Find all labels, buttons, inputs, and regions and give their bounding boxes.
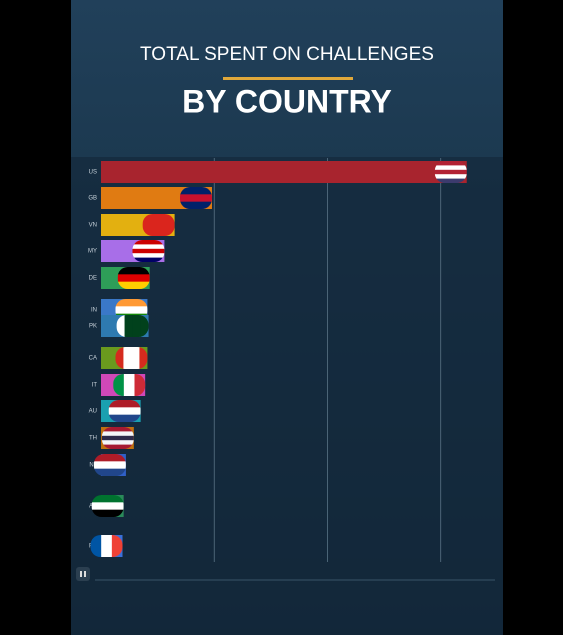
flag-stripe <box>117 267 150 275</box>
category-label: GB <box>88 196 97 202</box>
flag-stripe <box>101 435 134 441</box>
category-label: MY <box>88 249 97 255</box>
flag-stripe <box>101 444 134 449</box>
flag <box>117 267 150 289</box>
flag <box>101 427 134 449</box>
chart-subtitle: BY COUNTRY <box>182 83 392 119</box>
flag-stripe <box>93 454 126 462</box>
flag-stripe <box>132 257 165 262</box>
bar <box>101 161 467 183</box>
flag-stripes <box>113 374 146 396</box>
category-label: TH <box>89 436 97 442</box>
category-label: AU <box>89 409 97 415</box>
flag-stripes <box>116 315 149 337</box>
category-label: US <box>89 170 97 176</box>
flag-stripes <box>115 347 148 369</box>
flag-stripes <box>91 495 124 517</box>
flag-stripe <box>132 240 165 245</box>
flag-stripes <box>142 214 175 236</box>
flag <box>90 535 123 557</box>
category-label: VN <box>89 223 97 229</box>
flag-stripe <box>101 427 134 432</box>
flag-stripes <box>179 187 212 209</box>
flag-stripe <box>91 495 124 503</box>
flag-stripe <box>115 299 148 307</box>
flag-stripe <box>132 315 142 337</box>
flag-stripe <box>113 374 125 396</box>
category-label: PK <box>89 324 97 330</box>
flag-stripe <box>140 315 149 337</box>
flag-stripes <box>90 535 123 557</box>
flag-stripes <box>117 267 150 289</box>
flag <box>93 454 126 476</box>
flag-stripe <box>124 315 134 337</box>
flag-stripe <box>91 502 124 511</box>
flag-stripe <box>434 174 467 180</box>
flag <box>132 240 165 262</box>
category-label: IN <box>91 308 97 314</box>
flag-stripe <box>108 400 141 408</box>
flag-stripe <box>93 461 126 470</box>
flag <box>115 347 148 369</box>
flag-stripe <box>434 165 467 171</box>
pause-button[interactable] <box>76 567 90 581</box>
flag-stripe <box>108 414 141 422</box>
flag-stripe <box>123 347 132 369</box>
flag-stripe <box>91 509 124 517</box>
plot: USGBVNMYDEINPKCAITAUTHNLAEFR <box>88 158 467 562</box>
flag <box>434 161 467 183</box>
flag-stripe <box>101 440 134 446</box>
flag-stripe <box>179 187 212 195</box>
flag-stripe <box>90 535 102 557</box>
flag-stripes <box>108 400 141 422</box>
flag-stripe <box>132 253 165 259</box>
flag-stripe <box>123 374 135 396</box>
flag-stripe <box>131 347 140 369</box>
flag-stripe <box>134 374 146 396</box>
flag-stripe <box>115 306 148 315</box>
flag-stripe <box>132 244 165 250</box>
flag-stripe <box>434 169 467 175</box>
flag-stripe <box>111 535 123 557</box>
flag <box>116 315 149 337</box>
flag-stripes <box>93 454 126 476</box>
flag-stripe <box>108 407 141 416</box>
flag <box>91 495 124 517</box>
flag-stripes <box>101 427 134 449</box>
flag-stripe <box>115 347 124 369</box>
category-label: NL <box>89 463 97 469</box>
flag <box>108 400 141 422</box>
category-label: IT <box>92 383 98 389</box>
flag-stripe <box>142 214 175 236</box>
flag <box>179 187 212 209</box>
flag-stripes <box>132 240 165 262</box>
category-label: DE <box>89 276 97 282</box>
flag <box>113 374 146 396</box>
flag-stripe <box>116 315 126 337</box>
chart-title: TOTAL SPENT ON CHALLENGES <box>140 44 434 65</box>
flag-stripe <box>179 194 212 203</box>
flag-stripe <box>139 347 148 369</box>
flag-stripes <box>434 161 467 183</box>
title-underline <box>223 77 353 80</box>
flag-stripe <box>93 468 126 476</box>
flag-stripe <box>179 201 212 209</box>
flag <box>142 214 175 236</box>
flag-stripe <box>434 161 467 166</box>
flag-stripe <box>117 281 150 289</box>
flag-stripe <box>117 274 150 283</box>
flag-stripe <box>132 248 165 254</box>
flag-stripe <box>434 178 467 183</box>
category-label: CA <box>89 356 97 362</box>
flag-stripe <box>101 431 134 437</box>
flag-stripe <box>101 535 113 557</box>
